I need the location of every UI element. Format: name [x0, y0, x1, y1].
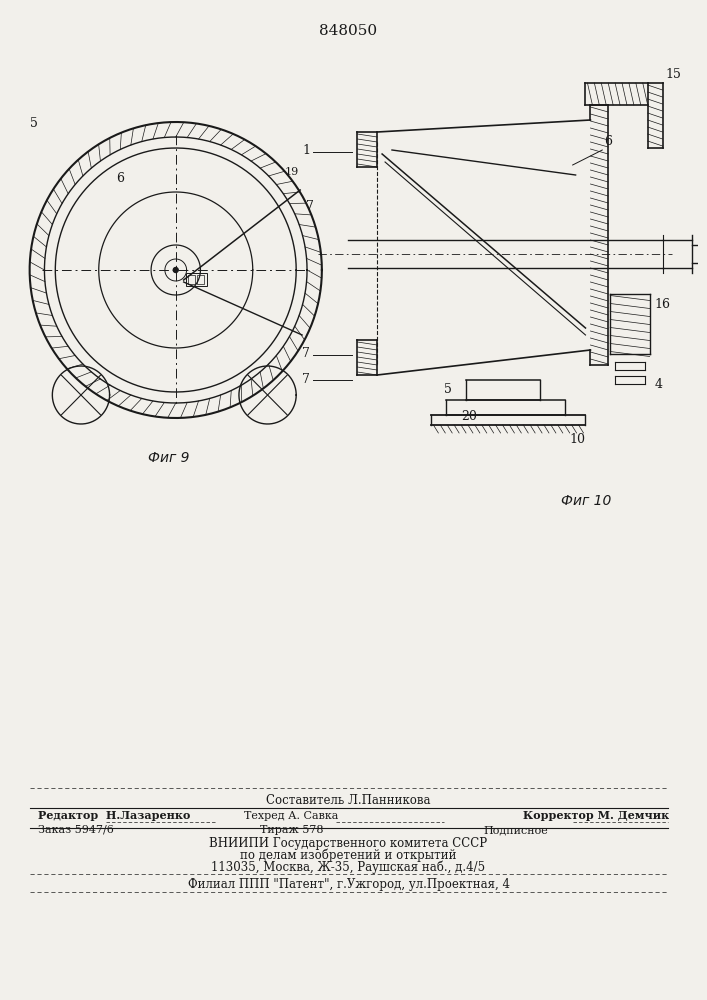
Circle shape [173, 267, 178, 272]
Text: по делам изобретений и открытий: по делам изобретений и открытий [240, 848, 457, 862]
Text: 5: 5 [444, 383, 452, 396]
Bar [186, 273, 207, 286]
Text: Корректор М. Демчик: Корректор М. Демчик [523, 810, 670, 821]
Text: 16: 16 [655, 298, 671, 312]
Text: 15: 15 [665, 68, 682, 81]
Text: 5: 5 [30, 117, 37, 130]
Text: 19: 19 [284, 167, 298, 177]
Text: Фиг 9: Фиг 9 [148, 451, 189, 465]
Text: 1: 1 [302, 144, 310, 157]
Text: Составитель Л.Панникова: Составитель Л.Панникова [267, 794, 431, 807]
Text: 6: 6 [604, 135, 612, 148]
Text: 7: 7 [302, 373, 310, 386]
Bar [197, 275, 204, 284]
Bar [187, 275, 196, 284]
Text: 7: 7 [302, 347, 310, 360]
Text: 10: 10 [570, 433, 585, 446]
Text: 6: 6 [117, 172, 124, 185]
Text: ВНИИПИ Государственного комитета СССР: ВНИИПИ Государственного комитета СССР [209, 837, 488, 850]
Text: Редактор  Н.Лазаренко: Редактор Н.Лазаренко [37, 810, 190, 821]
Text: Фиг 10: Фиг 10 [561, 494, 611, 508]
Text: 4: 4 [655, 378, 662, 391]
Text: Заказ 5947/6: Заказ 5947/6 [37, 825, 113, 835]
Text: 848050: 848050 [320, 24, 378, 38]
Text: Тираж 578: Тираж 578 [259, 825, 323, 835]
Text: Техред А. Савка: Техред А. Савка [244, 811, 339, 821]
Text: 20: 20 [461, 410, 477, 423]
Text: Филиал ППП "Патент", г.Ужгород, ул.Проектная, 4: Филиал ППП "Патент", г.Ужгород, ул.Проек… [187, 878, 510, 891]
Text: 113035, Москва, Ж-35, Раушская наб., д.4/5: 113035, Москва, Ж-35, Раушская наб., д.4… [211, 860, 486, 874]
Text: Подписное: Подписное [484, 825, 549, 835]
Text: 7: 7 [306, 200, 314, 213]
